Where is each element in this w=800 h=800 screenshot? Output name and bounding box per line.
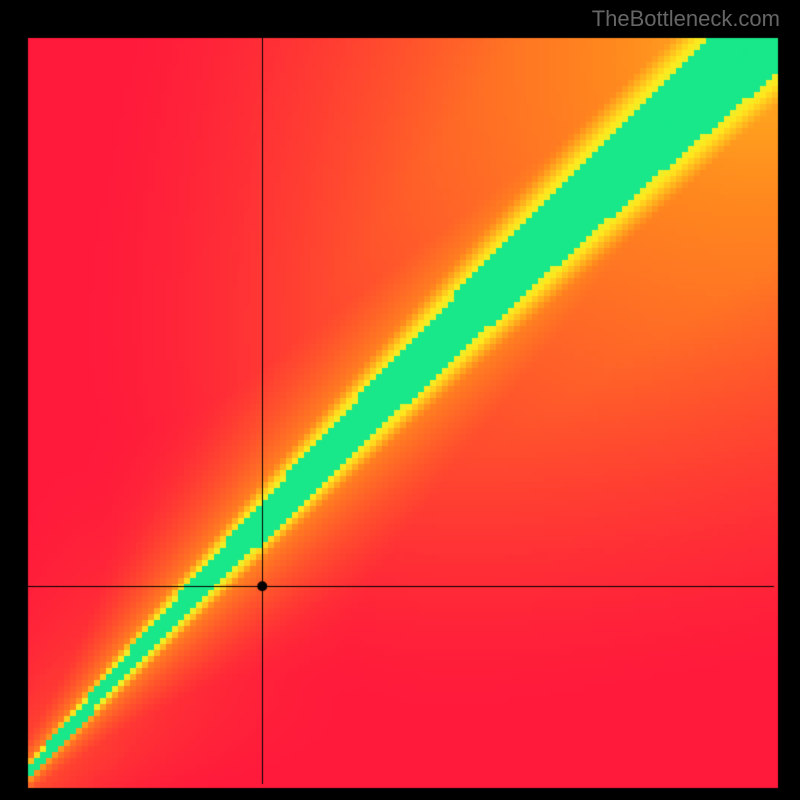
chart-frame: TheBottleneck.com (0, 0, 800, 800)
watermark-text: TheBottleneck.com (592, 6, 780, 32)
heatmap-canvas (0, 0, 800, 800)
